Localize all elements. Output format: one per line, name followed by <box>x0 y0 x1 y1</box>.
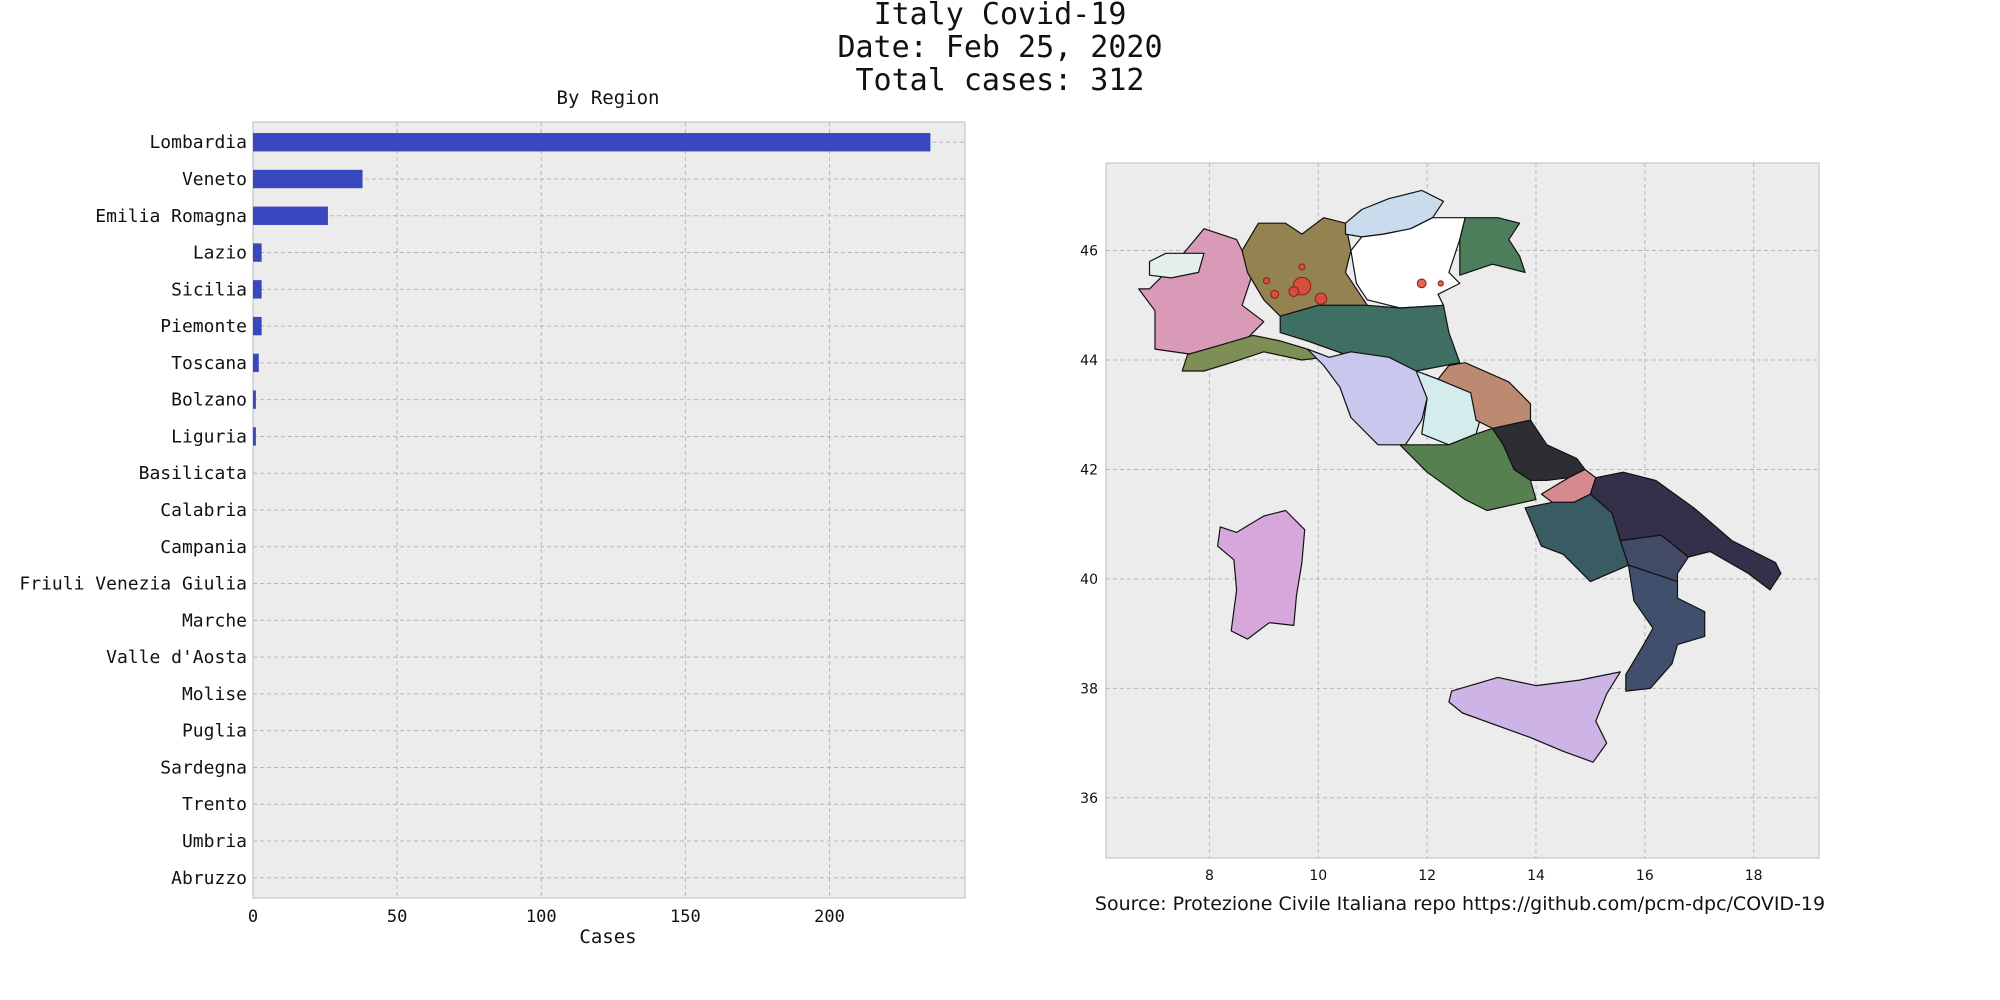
map-region-6 <box>1459 217 1526 276</box>
map-regions <box>1138 189 1782 763</box>
map-region-17 <box>1625 564 1706 692</box>
map-y-tick-1: 38 <box>1080 681 1098 697</box>
map-y-tick-0: 36 <box>1080 791 1098 807</box>
bar-4 <box>253 280 262 299</box>
map-x-tick-2: 12 <box>1418 868 1436 884</box>
map-x-tick-0: 8 <box>1205 868 1214 884</box>
map-region-8 <box>1306 348 1439 446</box>
title-line-total: Total cases: 312 <box>855 63 1145 98</box>
bar-3 <box>253 243 262 262</box>
title-line-country: Italy Covid-19 <box>873 0 1127 32</box>
bar-1 <box>253 169 363 189</box>
bar-category-label-3: Lazio <box>193 243 247 264</box>
bar-category-label-0: Lombardia <box>149 132 247 153</box>
bar-category-label-1: Veneto <box>182 169 247 190</box>
bar-x-tick-labels: 0 50 100 150 200 <box>248 907 845 927</box>
map-region-18 <box>1448 671 1621 763</box>
title-line-date: Date: Feb 25, 2020 <box>837 30 1163 65</box>
bar-category-label-19: Umbria <box>182 831 247 852</box>
map-x-tick-5: 18 <box>1745 868 1763 884</box>
map-y-tick-4: 44 <box>1080 353 1098 369</box>
bar-7 <box>253 390 256 409</box>
bar-category-label-7: Bolzano <box>171 390 247 411</box>
map-region-15 <box>1589 471 1782 591</box>
bar-category-label-12: Friuli Venezia Giulia <box>19 574 247 595</box>
map-region-3 <box>1181 334 1325 372</box>
case-marker-1 <box>1288 286 1300 297</box>
bar-6 <box>253 353 259 373</box>
bar-category-label-10: Calabria <box>160 500 247 521</box>
bar-category-label-2: Emilia Romagna <box>95 206 247 227</box>
map-y-tick-2: 40 <box>1080 572 1098 588</box>
map-y-tick-3: 42 <box>1080 462 1098 478</box>
case-marker-5 <box>1298 263 1306 271</box>
figure-title: Italy Covid-19 Date: Feb 25, 2020 Total … <box>0 0 2000 97</box>
bar-category-label-16: Puglia <box>182 721 247 742</box>
map-tick-labels: 8 10 12 14 16 18 36 38 40 42 44 46 <box>1080 244 1762 884</box>
bar-x-axis-label: Cases <box>579 926 636 948</box>
map-region-5 <box>1350 217 1466 309</box>
bar-category-label-8: Liguria <box>171 426 247 447</box>
bar-category-label-14: Valle d'Aosta <box>106 647 247 668</box>
bar-category-label-5: Piemonte <box>160 316 247 337</box>
map-region-1 <box>1148 252 1205 279</box>
bar-marks <box>253 133 931 446</box>
map-x-tick-4: 16 <box>1636 868 1654 884</box>
case-marker-4 <box>1262 277 1271 285</box>
case-marker-2 <box>1314 292 1328 305</box>
case-marker-6 <box>1416 278 1427 289</box>
bar-category-label-17: Sardegna <box>160 757 247 778</box>
case-markers <box>1262 263 1444 305</box>
map-region-7 <box>1279 304 1461 372</box>
bar-plot-area <box>252 121 966 899</box>
source-note: Source: Protezione Civile Italiana repo … <box>1094 893 1826 915</box>
bar-2 <box>253 206 328 225</box>
bar-0 <box>253 133 931 152</box>
map-region-19 <box>1216 509 1306 640</box>
bar-category-label-9: Basilicata <box>139 463 247 484</box>
bar-category-label-18: Trento <box>182 794 247 815</box>
bar-category-label-4: Sicilia <box>171 279 247 300</box>
bar-category-labels: Lombardia Veneto Emilia Romagna Lazio Sicili… <box>19 132 247 889</box>
case-marker-3 <box>1270 289 1280 299</box>
bar-x-tick-2: 100 <box>526 907 557 927</box>
map-x-tick-1: 10 <box>1309 868 1327 884</box>
bar-category-label-20: Abruzzo <box>171 868 247 889</box>
map-x-tick-3: 14 <box>1527 868 1545 884</box>
bar-category-label-11: Campania <box>160 537 247 558</box>
map-region-0 <box>1138 228 1265 356</box>
bar-x-tick-1: 50 <box>387 907 407 927</box>
bar-x-tick-3: 150 <box>670 907 701 927</box>
map-y-tick-5: 46 <box>1080 244 1098 260</box>
case-marker-7 <box>1437 280 1444 287</box>
bar-chart-title: By Region <box>557 87 660 109</box>
bar-8 <box>253 427 256 446</box>
bar-category-label-6: Toscana <box>171 353 247 374</box>
bar-category-label-13: Marche <box>182 610 247 631</box>
bar-category-label-15: Molise <box>182 684 247 705</box>
bar-x-tick-0: 0 <box>248 907 258 927</box>
bar-5 <box>253 316 262 336</box>
bar-x-tick-4: 200 <box>814 907 845 927</box>
